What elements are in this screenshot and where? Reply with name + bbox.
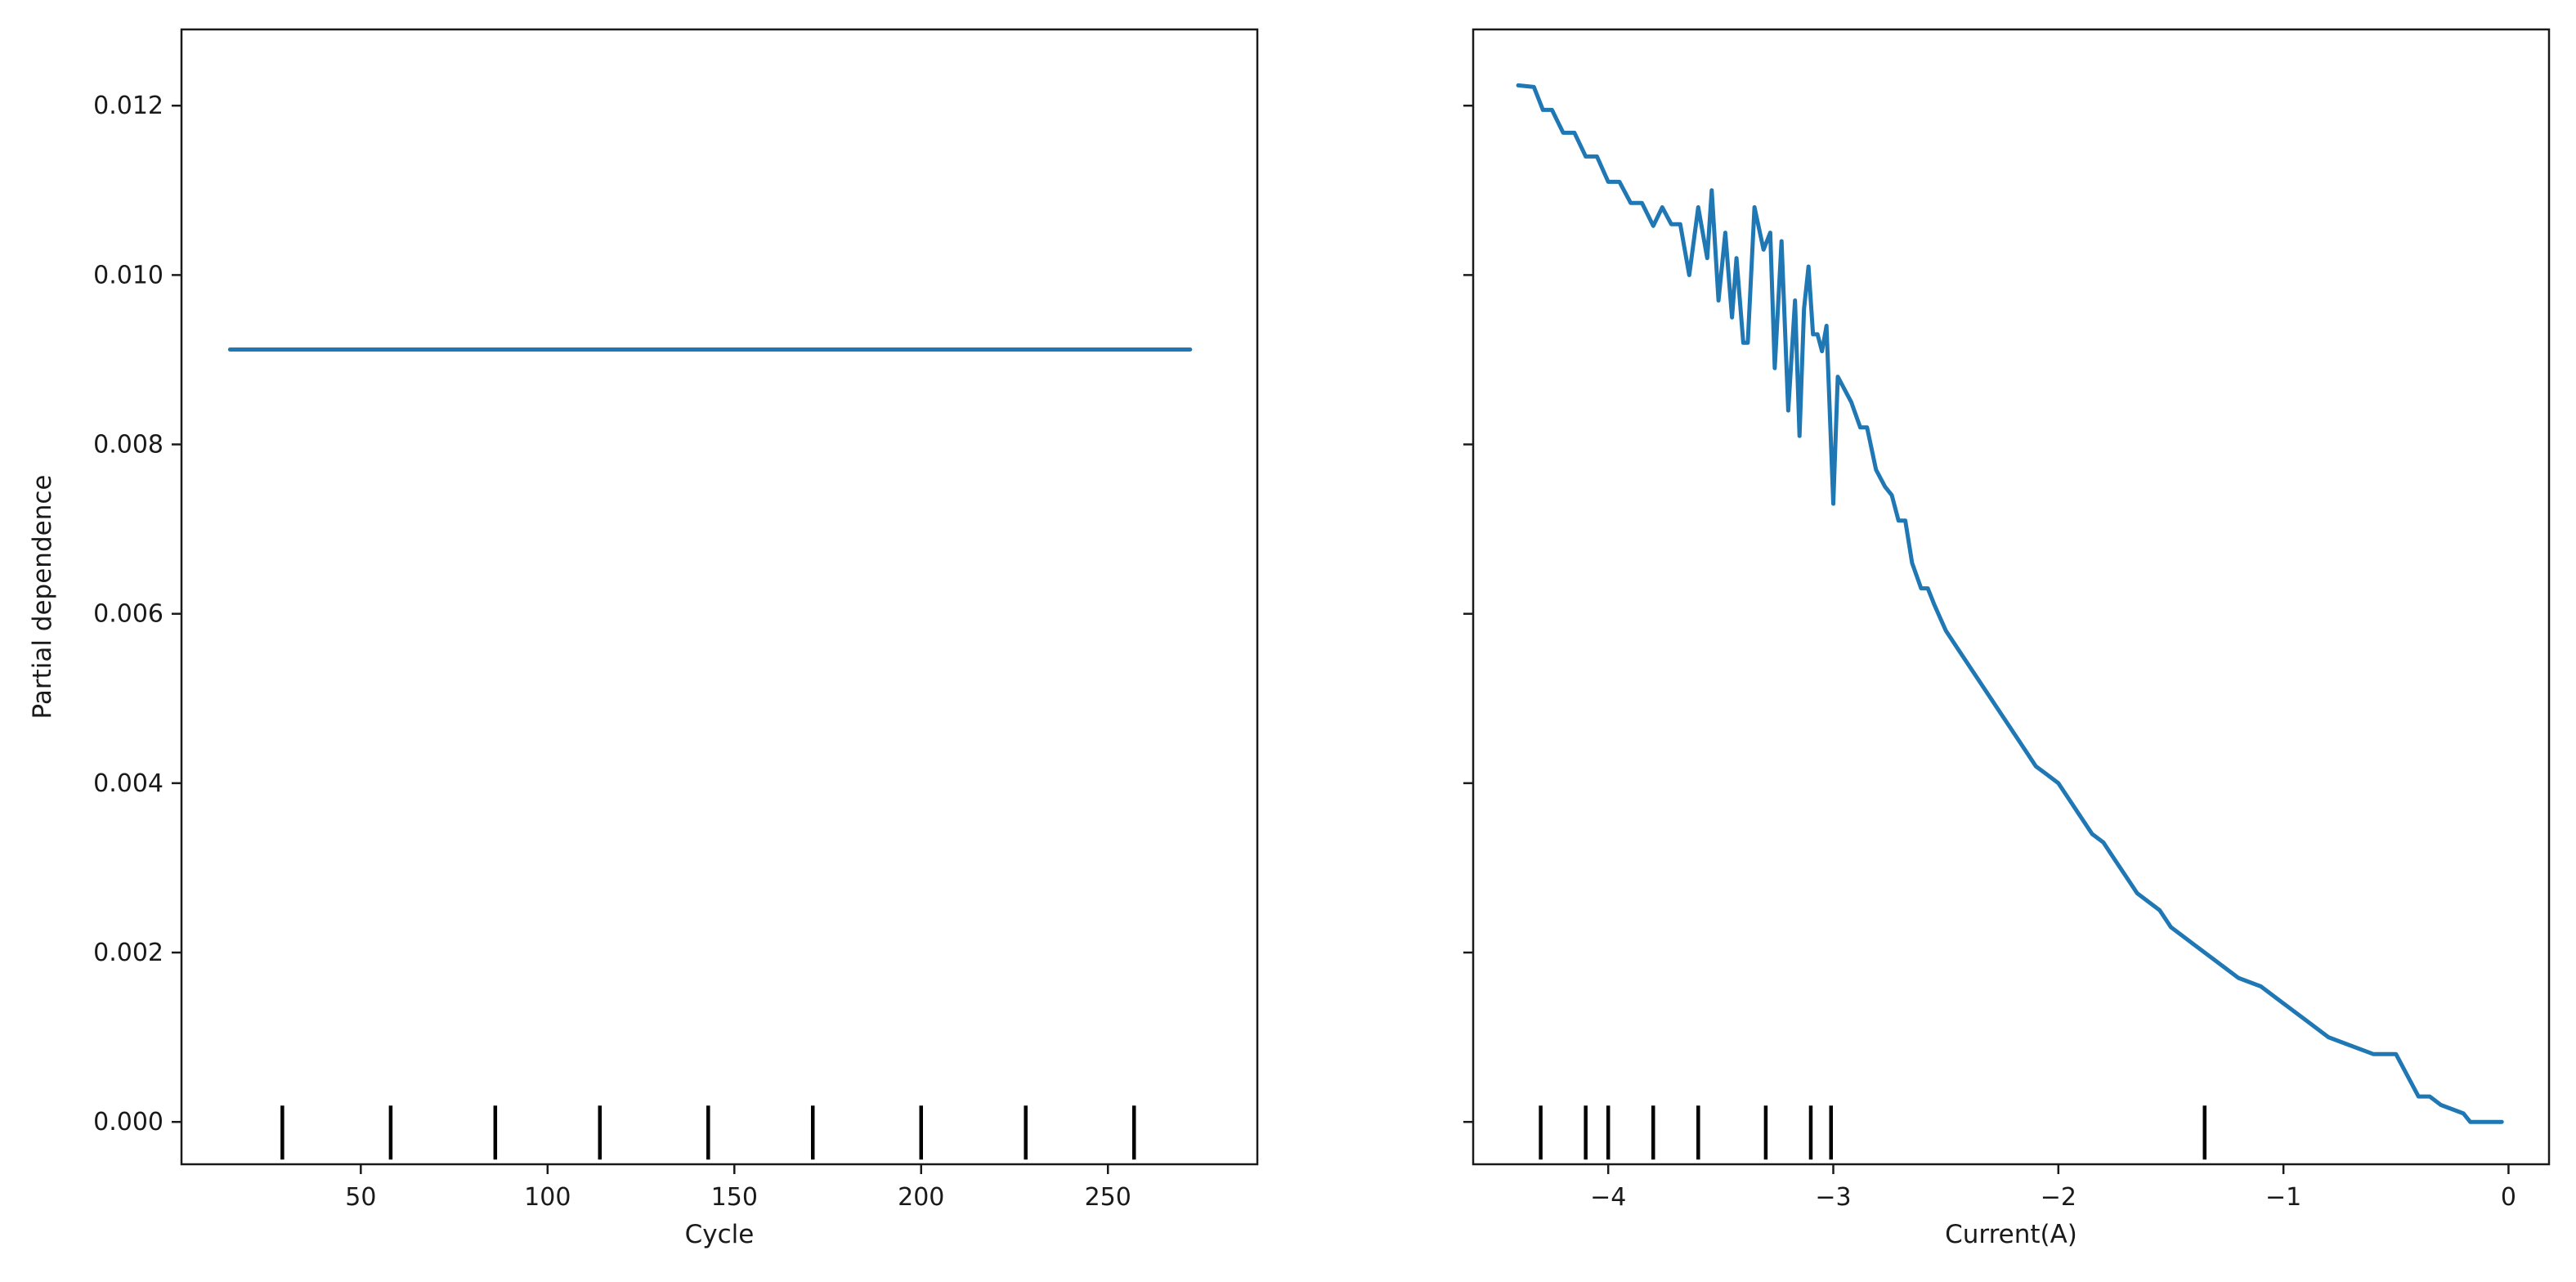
y-tick-label-cycle-6: 0.012 [93,92,164,120]
axes-frame-cycle [180,28,1259,1166]
axes-frame-current [1472,28,2551,1166]
y-tick-label-cycle-3: 0.006 [93,600,164,629]
x-tick-label-cycle-0: 50 [345,1183,376,1212]
x-tick-label-current-0: −4 [1590,1183,1626,1212]
x-tick-label-current-4: 0 [2501,1183,2516,1212]
x-tick-label-current-1: −3 [1815,1183,1851,1212]
x-axis-label-cycle: Cycle [685,1220,755,1249]
data-line-current-0 [1516,83,2504,1124]
x-tick-label-current-2: −2 [2041,1183,2076,1212]
y-tick-label-cycle-0: 0.000 [93,1108,164,1136]
y-tick-label-cycle-2: 0.004 [93,769,164,798]
x-tick-label-cycle-3: 200 [898,1183,944,1212]
x-tick-label-cycle-4: 250 [1085,1183,1131,1212]
x-axis-label-current: Current(A) [1945,1220,2077,1249]
y-tick-label-cycle-1: 0.002 [93,939,164,967]
x-tick-label-cycle-2: 150 [711,1183,758,1212]
x-tick-label-cycle-1: 100 [524,1183,571,1212]
x-tick-label-current-3: −1 [2265,1183,2301,1212]
y-tick-label-cycle-4: 0.008 [93,431,164,459]
y-tick-label-cycle-5: 0.010 [93,261,164,289]
y-axis-label: Partial dependence [28,475,57,719]
